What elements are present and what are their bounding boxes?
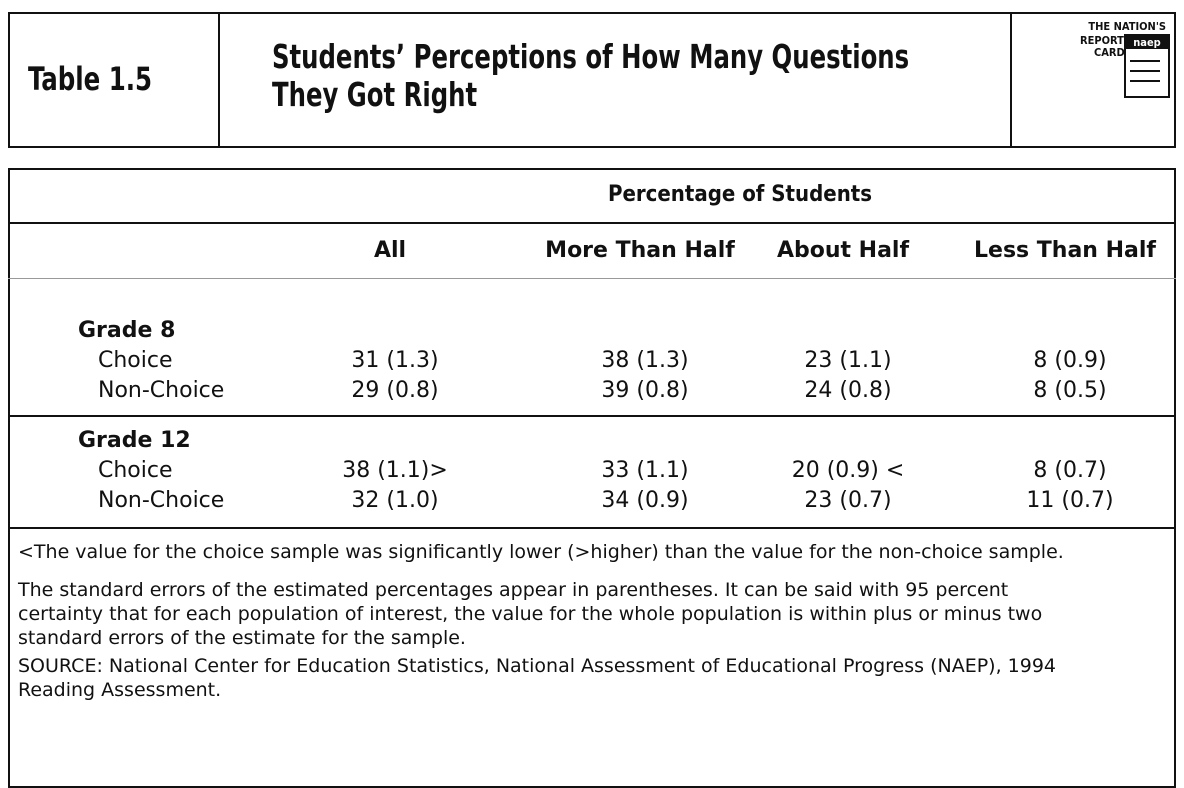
page: Table 1.5 Students’ Perceptions of How M… (8, 12, 1176, 788)
table-number: Table 1.5 (28, 60, 153, 98)
cell: 20 (0.9) < (791, 458, 905, 483)
title: Students’ Perceptions of How Many Questi… (272, 38, 909, 114)
rule (8, 222, 1176, 224)
cell: 39 (0.8) (601, 378, 689, 403)
rule (8, 415, 1176, 417)
section-label: Grade 12 (78, 428, 191, 453)
logo-line (1130, 80, 1160, 82)
cell: 23 (0.7) (804, 488, 892, 513)
cell: 23 (1.1) (804, 348, 892, 373)
cell: 8 (0.9) (1033, 348, 1107, 373)
column-header: All (373, 238, 407, 263)
cell: 32 (1.0) (351, 488, 439, 513)
cell: 31 (1.3) (351, 348, 439, 373)
note: SOURCE: National Center for Education St… (18, 655, 1057, 701)
cell: 38 (1.3) (601, 348, 689, 373)
column-header: About Half (776, 238, 910, 263)
title-line: They Got Right (272, 75, 478, 114)
logo-text: THE NATION'S (1088, 20, 1166, 33)
column-header: More Than Half (545, 238, 735, 263)
cell: 33 (1.1) (601, 458, 689, 483)
group-header: Percentage of Students (607, 182, 873, 207)
header-divider (218, 12, 220, 148)
logo-line (1130, 70, 1160, 72)
logo-text: REPORT (1080, 34, 1124, 47)
logo-line (1130, 60, 1160, 62)
logo-badge: naep (1126, 36, 1168, 49)
rule (8, 527, 1176, 529)
row-label: Non-Choice (98, 488, 225, 513)
cell: 8 (0.5) (1033, 378, 1107, 403)
logo: THE NATION'S REPORT CARD naep (1020, 20, 1170, 144)
title-line: Students’ Perceptions of How Many Questi… (272, 37, 910, 76)
cell: 24 (0.8) (804, 378, 892, 403)
header-box (8, 12, 1176, 148)
row-label: Choice (98, 348, 173, 373)
logo-card: naep (1124, 34, 1170, 98)
row-label: Choice (98, 458, 173, 483)
note: <The value for the choice sample was sig… (18, 541, 1064, 563)
header-divider (1010, 12, 1012, 148)
logo-text: CARD (1094, 46, 1125, 59)
cell: 38 (1.1)> (342, 458, 448, 483)
section-label: Grade 8 (78, 318, 176, 343)
cell: 11 (0.7) (1026, 488, 1114, 513)
note: The standard errors of the estimated per… (18, 579, 1043, 649)
cell: 8 (0.7) (1033, 458, 1107, 483)
cell: 34 (0.9) (601, 488, 689, 513)
cell: 29 (0.8) (351, 378, 439, 403)
column-header: Less Than Half (974, 238, 1156, 263)
row-label: Non-Choice (98, 378, 225, 403)
rule (8, 278, 1176, 279)
